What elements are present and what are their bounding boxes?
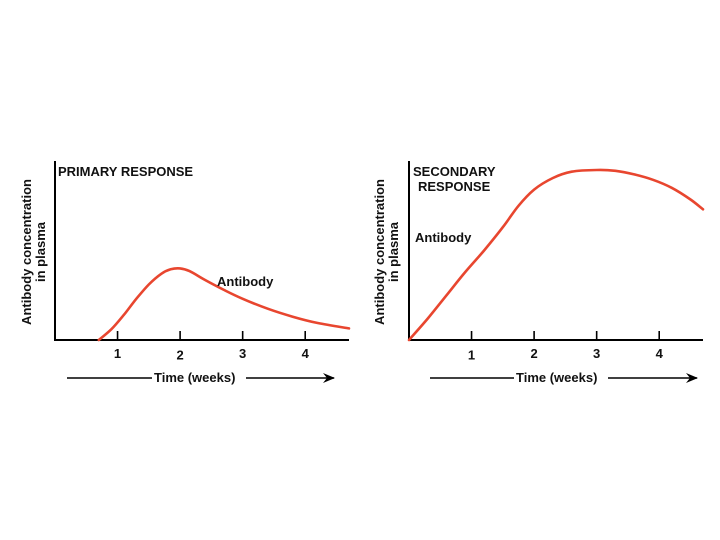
chart-title-line2: RESPONSE — [418, 179, 491, 194]
x-tick-label: 1 — [468, 348, 475, 363]
series-label-antibody: Antibody — [217, 274, 274, 289]
x-tick-label: 1 — [114, 346, 121, 361]
y-axis-label-line2: in plasma — [386, 221, 401, 282]
y-axis-label-line1: Antibody concentration — [19, 179, 34, 325]
chart-title-line1: SECONDARY — [413, 164, 496, 179]
antibody-curve — [407, 168, 705, 342]
y-axis-label-line1: Antibody concentration — [372, 179, 387, 325]
x-axis-label: Time (weeks) — [516, 370, 597, 385]
y-axis-label-line2: in plasma — [33, 221, 48, 282]
x-axis-label: Time (weeks) — [154, 370, 235, 385]
x-tick-label: 4 — [656, 346, 664, 361]
series-label-antibody: Antibody — [415, 230, 472, 245]
primary-response-chart: Antibody concentration in plasma PRIMARY… — [19, 161, 351, 385]
x-tick-label: 4 — [302, 346, 310, 361]
x-tick-label: 2 — [176, 348, 183, 363]
x-tick-label: 3 — [239, 346, 246, 361]
x-tick-label: 2 — [530, 346, 537, 361]
chart-title: PRIMARY RESPONSE — [58, 164, 193, 179]
x-ticks: 1 2 3 4 — [114, 331, 310, 363]
x-tick-label: 3 — [593, 346, 600, 361]
secondary-response-chart: Antibody concentration in plasma SECONDA… — [372, 161, 705, 385]
x-ticks: 1 2 3 4 — [468, 331, 664, 363]
antibody-curve — [97, 266, 351, 342]
